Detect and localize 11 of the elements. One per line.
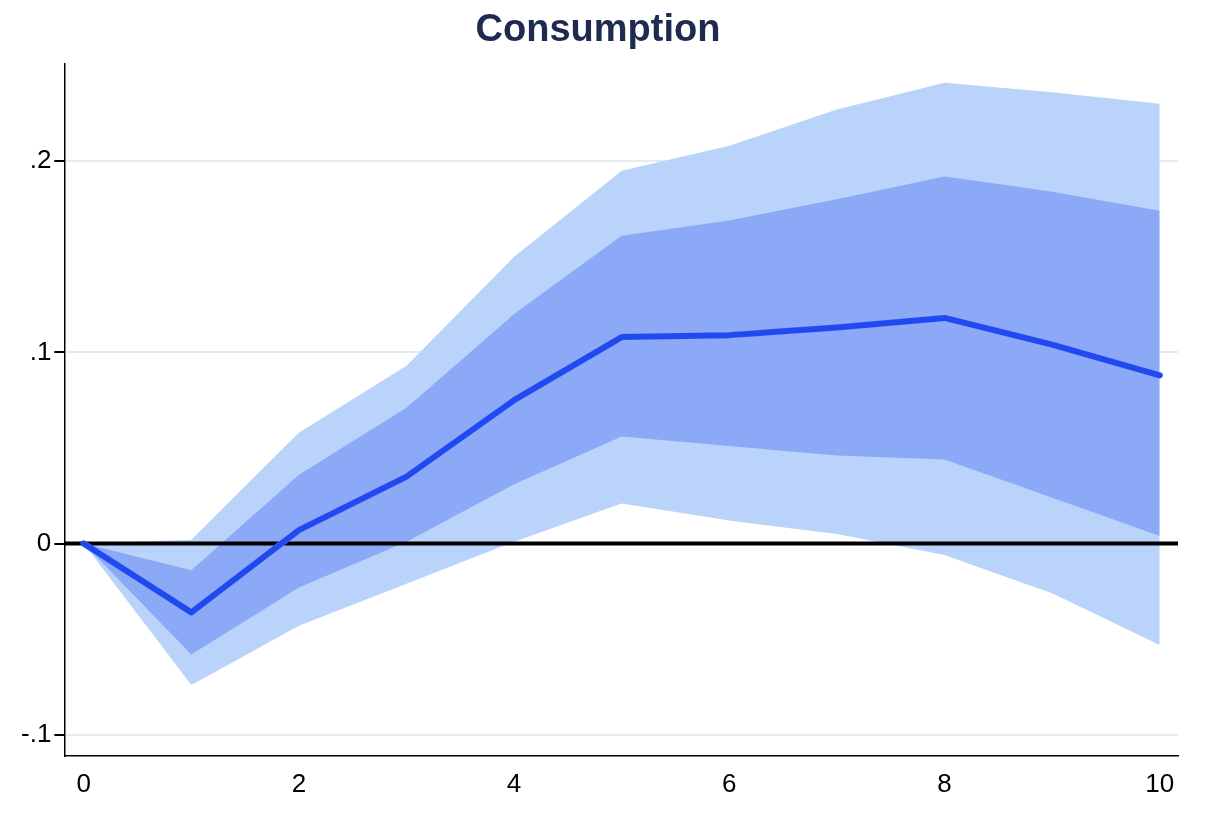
x-tick-label: 10 bbox=[1145, 767, 1175, 798]
x-tick-label: 8 bbox=[937, 767, 952, 798]
y-tick-label: .1 bbox=[29, 335, 52, 366]
x-tick-label: 4 bbox=[506, 767, 522, 798]
chart-title: Consumption bbox=[475, 7, 721, 50]
y-tick-label: -.1 bbox=[21, 717, 52, 748]
x-tick-label: 0 bbox=[76, 767, 91, 798]
y-tick-label: .2 bbox=[29, 144, 52, 175]
y-tick-label: 0 bbox=[36, 526, 52, 557]
x-tick-label: 6 bbox=[722, 767, 737, 798]
x-tick-label: 2 bbox=[291, 767, 307, 798]
